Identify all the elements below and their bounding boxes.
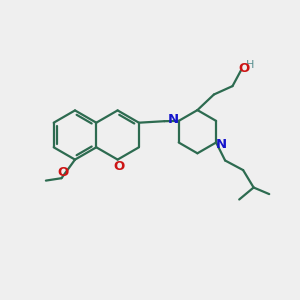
Text: N: N — [168, 113, 179, 126]
Text: O: O — [238, 61, 250, 75]
Text: H: H — [246, 60, 254, 70]
Text: N: N — [216, 137, 227, 151]
Text: O: O — [113, 160, 125, 173]
Text: O: O — [57, 166, 68, 179]
